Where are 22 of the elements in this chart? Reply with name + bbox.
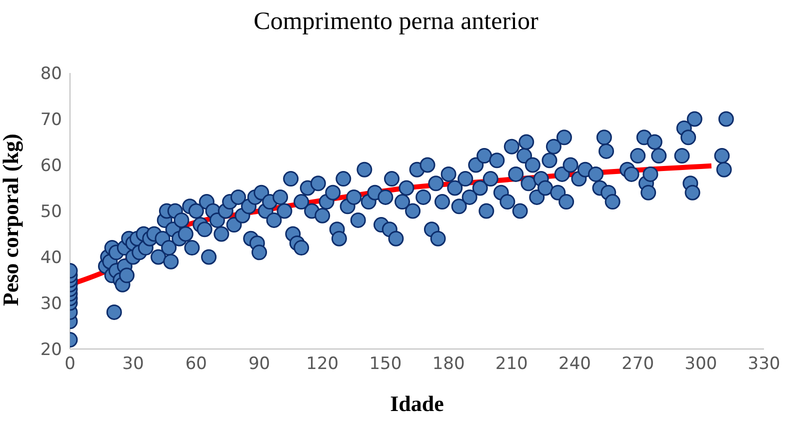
x-tick-label: 330 bbox=[748, 354, 780, 374]
x-tick-label: 210 bbox=[495, 354, 528, 374]
x-tick-label: 30 bbox=[122, 354, 144, 374]
x-tick-label: 120 bbox=[306, 354, 339, 374]
y-tick-label: 40 bbox=[40, 248, 62, 268]
x-tick-label: 240 bbox=[558, 354, 591, 374]
y-tick-label: 50 bbox=[40, 202, 62, 222]
x-tick-label: 150 bbox=[369, 354, 402, 374]
chart-title: Comprimento perna anterior bbox=[252, 8, 540, 36]
y-tick-label: 70 bbox=[40, 110, 62, 130]
x-tick-label: 270 bbox=[622, 354, 654, 374]
x-tick-label: 90 bbox=[248, 354, 270, 374]
x-tick-label: 300 bbox=[684, 354, 718, 374]
x-tick-label: 0 bbox=[64, 354, 76, 374]
y-tick-label: 30 bbox=[40, 294, 62, 314]
y-tick-label: 20 bbox=[40, 340, 62, 360]
x-tick-label: 180 bbox=[432, 354, 465, 374]
x-axis-title: Idade bbox=[390, 391, 444, 416]
y-tick-label: 60 bbox=[40, 156, 62, 176]
x-tick-label: 60 bbox=[185, 354, 207, 374]
y-axis-title: Peso corporal (kg) bbox=[0, 134, 23, 306]
y-tick-label: 80 bbox=[40, 64, 62, 84]
